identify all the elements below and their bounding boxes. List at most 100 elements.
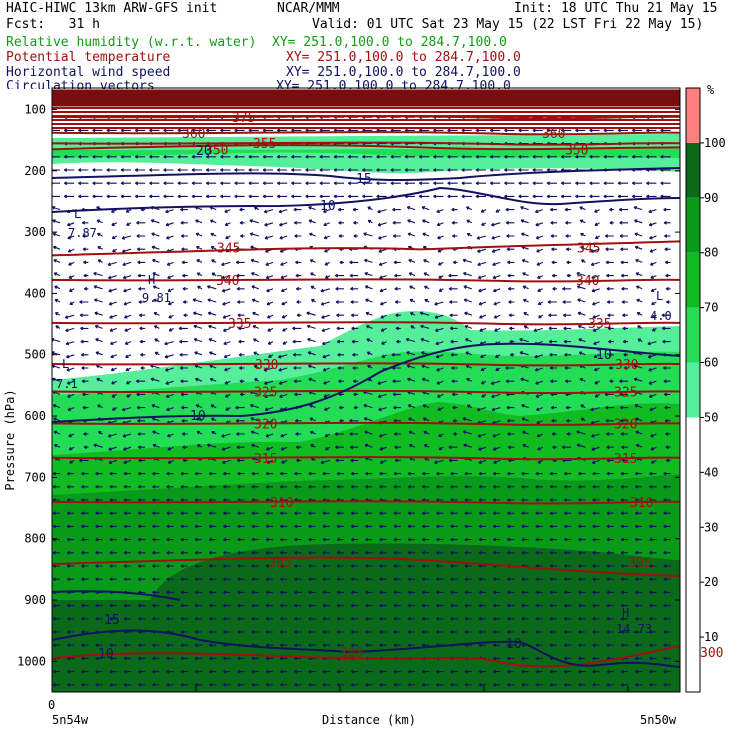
circulation-vector-1392 [450, 511, 458, 516]
circulation-vector-1375 [208, 511, 217, 516]
circulation-vector-245 [404, 168, 415, 172]
circulation-vector-998 [481, 393, 487, 398]
circulation-vector-1618 [535, 577, 543, 582]
circulation-vector-1913 [350, 669, 359, 674]
circulation-vector-832 [622, 339, 628, 344]
circulation-vector-657 [635, 285, 643, 290]
circulation-vector-1968 [507, 682, 515, 687]
circulation-vector-1503 [152, 550, 160, 555]
circulation-vector-882 [81, 366, 89, 370]
circulation-vector-294 [475, 181, 486, 186]
potential-temperature-layer [52, 89, 680, 668]
circulation-vector-1388 [393, 511, 401, 516]
circulation-vector-749 [65, 327, 75, 333]
circulation-vector-842 [140, 352, 146, 357]
circulation-vector-1002 [535, 393, 543, 398]
circulation-vector-1653 [407, 590, 415, 595]
circulation-vector-665 [123, 301, 132, 306]
circulation-vector-1023 [210, 404, 217, 409]
circulation-vector-325 [291, 194, 302, 199]
circulation-vector-1189 [69, 459, 75, 464]
colorbar-unit: % [707, 83, 715, 97]
circulation-vector-1291 [265, 484, 273, 489]
circulation-vector-530 [83, 260, 89, 265]
circulation-vector-1270 [592, 471, 600, 476]
circulation-vector-1708 [563, 603, 572, 608]
circulation-vector-415 [323, 222, 331, 227]
wind-label-4: 10 [596, 348, 612, 363]
circulation-vector-1735 [322, 616, 330, 621]
circulation-vector-781 [523, 325, 529, 329]
circulation-vector-356 [110, 209, 118, 213]
legend-rh-xy: XY= 251.0,100.0 to 284.7,100.0 [272, 35, 507, 50]
circulation-vector-1419 [208, 524, 217, 529]
circulation-vector-1950 [251, 682, 259, 687]
circulation-vector-1298 [365, 484, 373, 489]
circulation-vector-1969 [521, 682, 529, 687]
circulation-vector-797 [124, 341, 132, 345]
circulation-vector-365 [239, 207, 245, 212]
circulation-vector-934 [194, 377, 203, 382]
circulation-vector-1961 [407, 682, 415, 687]
circulation-vector-223 [92, 168, 103, 172]
circulation-vector-1383 [322, 511, 330, 516]
circulation-vector-1942 [137, 682, 146, 687]
circulation-vector-1947 [208, 682, 217, 687]
circulation-vector-1862 [251, 656, 259, 661]
circulation-vector-872 [564, 352, 572, 357]
circulation-vector-676 [281, 301, 288, 306]
circulation-vector-183 [149, 154, 160, 159]
circulation-vector-718 [252, 311, 260, 316]
circulation-vector-1325 [123, 498, 131, 502]
theta-label-325: 325 [254, 386, 277, 401]
circulation-vector-1411 [95, 524, 103, 529]
theta-label-360: 360 [182, 127, 205, 142]
circulation-vector-1408 [52, 524, 60, 529]
circulation-vector-949 [407, 377, 416, 382]
circulation-vector-989 [353, 392, 359, 397]
circulation-vector-1954 [308, 682, 316, 687]
circulation-vector-673 [237, 300, 245, 304]
circulation-vector-248 [447, 168, 458, 172]
circulation-vector-595 [379, 275, 387, 280]
circulation-vector-783 [548, 326, 557, 331]
circulation-vector-409 [239, 220, 245, 225]
circulation-vector-1278 [81, 484, 89, 489]
circulation-vector-819 [435, 341, 444, 346]
circulation-vector-1272 [620, 471, 628, 476]
circulation-vector-1036 [393, 405, 401, 410]
circulation-vector-1563 [379, 564, 387, 568]
circulation-vector-608 [566, 273, 572, 278]
circulation-vector-1487 [549, 537, 557, 542]
circulation-vector-948 [392, 379, 401, 384]
circulation-vector-1132 [507, 432, 515, 436]
circulation-vector-1568 [450, 564, 458, 568]
theta-label-right-335: 335 [588, 317, 611, 332]
circulation-vector-1175 [492, 446, 501, 451]
circulation-vector-383 [495, 209, 501, 213]
circulation-vector-1024 [225, 407, 231, 411]
circulation-vector-850 [253, 351, 260, 356]
circulation-vector-778 [479, 327, 487, 332]
circulation-vector-1130 [477, 433, 487, 438]
circulation-vector-869 [519, 351, 529, 356]
circulation-vector-1434 [421, 524, 430, 529]
circulation-vector-667 [153, 298, 160, 303]
circulation-vector-750 [80, 326, 89, 331]
circulation-vector-1470 [308, 537, 316, 542]
circulation-vector-1851 [95, 656, 103, 661]
circulation-vector-1111 [211, 430, 217, 435]
circulation-vector-941 [293, 379, 302, 384]
circulation-vector-1185 [635, 443, 643, 448]
circulation-vector-802 [193, 337, 203, 343]
circulation-vector-491 [151, 245, 160, 250]
circulation-vector-1940 [109, 682, 117, 687]
circulation-vector-1019 [151, 404, 160, 409]
circulation-vector-1726 [194, 616, 202, 621]
circulation-vector-568 [620, 260, 628, 265]
circulation-vector-1267 [549, 471, 557, 476]
circulation-vector-1316 [620, 484, 628, 489]
circulation-vector-875 [608, 352, 614, 357]
circulation-vector-177 [63, 154, 75, 159]
circulation-vector-471 [491, 235, 501, 240]
